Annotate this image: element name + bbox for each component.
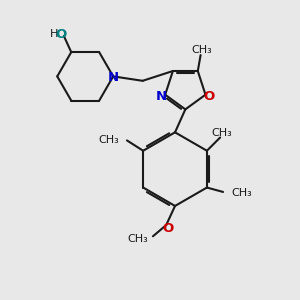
- Text: CH₃: CH₃: [98, 135, 119, 145]
- Text: O: O: [55, 28, 67, 41]
- Text: CH₃: CH₃: [192, 45, 212, 55]
- Text: N: N: [108, 71, 119, 84]
- Text: CH₃: CH₃: [231, 188, 252, 198]
- Text: CH₃: CH₃: [127, 234, 148, 244]
- Text: O: O: [204, 90, 215, 103]
- Text: O: O: [162, 222, 173, 235]
- Text: CH₃: CH₃: [211, 128, 232, 138]
- Text: H: H: [50, 29, 58, 39]
- Text: N: N: [156, 90, 167, 103]
